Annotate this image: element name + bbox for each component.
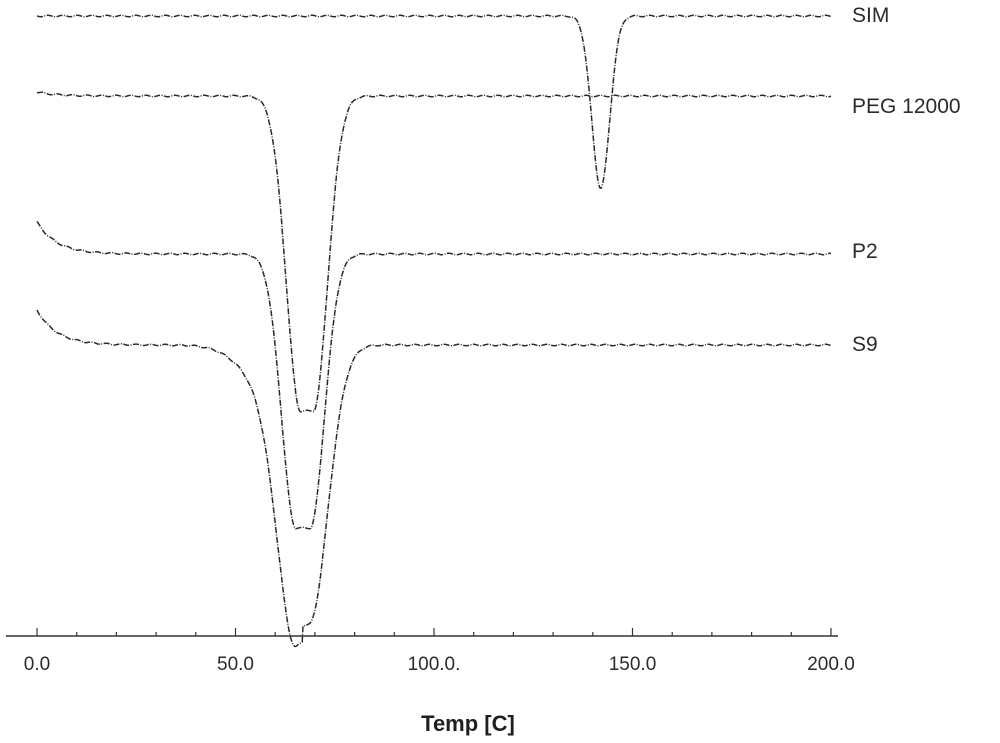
curve-p2 — [36, 220, 831, 530]
x-tick-label: 100.0. — [408, 654, 461, 675]
series-label-s9: S9 — [852, 333, 878, 356]
curve-peg-12000 — [37, 91, 832, 413]
x-tick-label-group: 0.0 50.0 100.0. 150.0 200.0 — [24, 654, 855, 675]
x-tick-group — [36, 628, 832, 636]
series-label-p2: P2 — [852, 240, 878, 263]
series-label-sim: SIM — [852, 4, 889, 27]
x-axis-title: Temp [C] — [421, 711, 515, 736]
series-label-peg-12000: PEG 12000 — [852, 95, 961, 118]
x-tick-label: 0.0 — [24, 654, 50, 675]
x-tick-label: 200.0 — [807, 654, 855, 675]
series-label-group: SIM PEG 12000 P2 S9 — [852, 4, 961, 356]
x-tick-label: 50.0 — [217, 654, 254, 675]
curve-sim — [36, 14, 832, 190]
x-tick-label: 150.0 — [609, 654, 657, 675]
curve-s9 — [36, 309, 832, 648]
curve-group — [36, 14, 832, 648]
